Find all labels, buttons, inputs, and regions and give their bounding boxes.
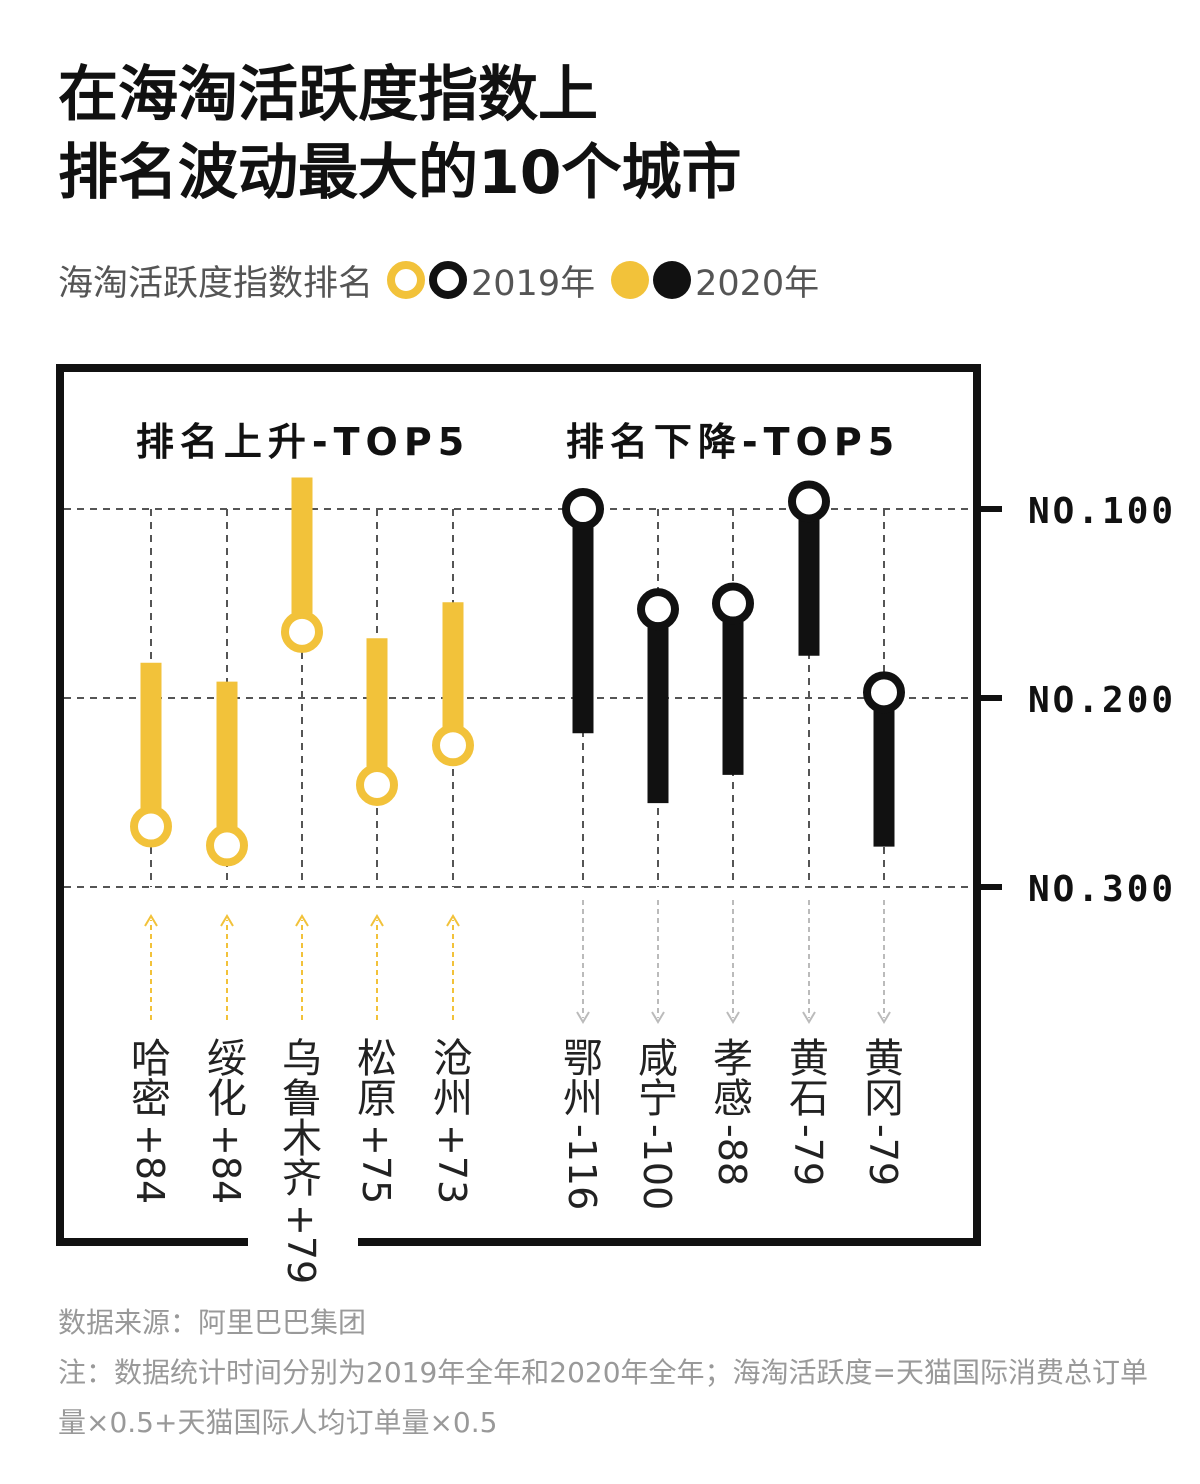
rank-change-label: +79 [279, 1204, 323, 1284]
rank-2019-marker [130, 805, 172, 848]
rank-change-label: -79 [786, 1124, 830, 1186]
down-arrow-icon [877, 1011, 891, 1024]
down-arrow-icon [651, 1011, 665, 1024]
rank-change-label: +75 [354, 1124, 398, 1204]
city-label: 绥化 [207, 1036, 247, 1122]
city-label: 松原 [357, 1036, 397, 1122]
solid-black-circle-icon [653, 261, 692, 299]
city-label: 咸宁 [638, 1036, 678, 1122]
rank-2019-marker [432, 724, 474, 767]
city-name-char: 咸 [638, 1036, 678, 1082]
city-name-char: 孝 [713, 1036, 753, 1082]
title-line-2: 排名波动最大的10个城市 [58, 138, 742, 208]
city-name-char: 鲁 [282, 1076, 322, 1122]
group-title: 排名上升-TOP5 [136, 420, 470, 464]
up-arrow-icon [220, 914, 234, 927]
city-name-char: 化 [207, 1076, 247, 1122]
chart-frame [56, 364, 981, 1246]
definition-note: 注：数据统计时间分别为2019年全年和2020年全年；海淘活跃度=天猫国际消费总… [58, 1356, 1148, 1439]
rank-2019-marker [863, 671, 905, 714]
solid-yellow-circle-icon [611, 261, 650, 299]
hollow-black-circle-icon [429, 261, 468, 299]
city-name-char: 宁 [638, 1076, 678, 1122]
city-name-char: 黄 [789, 1036, 829, 1082]
up-arrow-icon [295, 914, 309, 927]
city-name-char: 鄂 [563, 1036, 603, 1082]
rank-2019-marker [562, 488, 604, 530]
rank-change-label: -88 [710, 1124, 754, 1186]
up-arrow-icon [370, 914, 384, 927]
axis-tick-label: NO.300 [1028, 869, 1176, 910]
city-label: 乌鲁木齐 [282, 1036, 322, 1202]
city-name-char: 感 [713, 1076, 753, 1122]
footer: 数据来源：阿里巴巴集团 注：数据统计时间分别为2019年全年和2020年全年；海… [58, 1298, 1158, 1448]
axis-tick-label: NO.200 [1028, 680, 1176, 721]
legend: 海淘活跃度指数排名 2019年 2020年 [58, 255, 835, 305]
rank-change-label: +84 [128, 1124, 172, 1204]
city-name-char: 州 [563, 1076, 603, 1122]
city-name-char: 齐 [282, 1156, 322, 1202]
hollow-yellow-circle-icon [387, 261, 426, 299]
rank-2019-marker [206, 824, 248, 867]
chart-title: 在海淘活跃度指数上 排名波动最大的10个城市 [58, 56, 742, 212]
city-label: 哈密 [131, 1036, 171, 1122]
rank-2019-marker [281, 610, 323, 653]
city-name-char: 沧 [433, 1036, 473, 1082]
city-name-char: 原 [357, 1076, 397, 1122]
city-name-char: 绥 [207, 1036, 247, 1082]
city-name-char: 松 [357, 1036, 397, 1082]
rank-change-label: -79 [861, 1124, 905, 1186]
down-arrow-icon [726, 1011, 740, 1024]
down-arrow-icon [576, 1011, 590, 1024]
axis-tick-label: NO.100 [1028, 491, 1176, 532]
city-label: 黄冈 [864, 1036, 904, 1122]
rank-2019-marker [712, 582, 754, 625]
down-arrow-icon [802, 1011, 816, 1024]
up-arrow-icon [446, 914, 460, 927]
rank-change-label: +84 [204, 1124, 248, 1204]
rank-2019-marker [637, 588, 679, 631]
city-name-char: 哈 [131, 1036, 171, 1082]
legend-caption: 海淘活跃度指数排名 [58, 263, 374, 304]
city-name-char: 密 [131, 1076, 171, 1122]
rank-change-label: +73 [430, 1124, 474, 1204]
title-line-1: 在海淘活跃度指数上 [58, 60, 598, 130]
city-name-char: 州 [433, 1076, 473, 1122]
source-note: 数据来源：阿里巴巴集团 [58, 1306, 367, 1339]
legend-2019-label: 2019年 [471, 263, 596, 304]
city-name-char: 乌 [282, 1036, 322, 1082]
group-title: 排名下降-TOP5 [566, 420, 900, 464]
city-name-char: 黄 [864, 1036, 904, 1082]
city-name-char: 冈 [864, 1076, 904, 1122]
city-name-char: 木 [282, 1116, 322, 1162]
rank-change-label: -100 [635, 1124, 679, 1210]
rank-2019-marker [356, 763, 398, 806]
city-label: 黄石 [789, 1036, 829, 1122]
city-label: 孝感 [713, 1036, 753, 1122]
city-label: 沧州 [433, 1036, 473, 1122]
rank-2019-marker [788, 480, 830, 523]
legend-2020-label: 2020年 [695, 263, 820, 304]
city-label: 鄂州 [563, 1036, 603, 1122]
city-name-char: 石 [789, 1076, 829, 1122]
rank-change-label: -116 [560, 1124, 604, 1210]
up-arrow-icon [144, 914, 158, 927]
